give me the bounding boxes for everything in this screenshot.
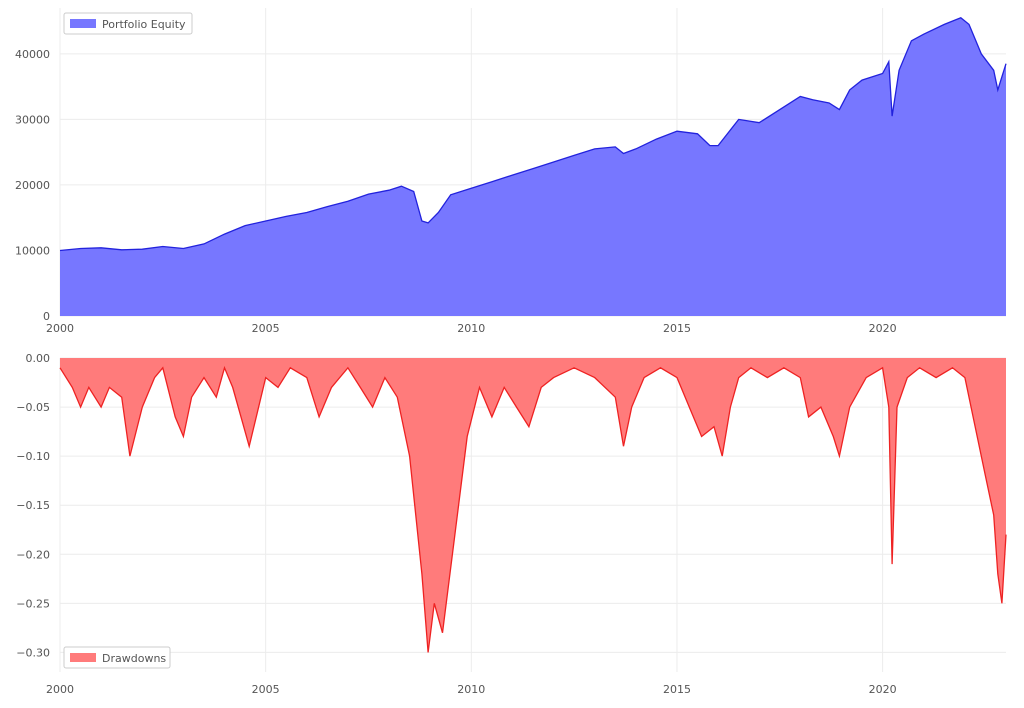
equity-legend-label: Portfolio Equity [102, 18, 186, 31]
equity-y-tick-label: 30000 [15, 113, 50, 126]
equity-x-tick-label: 2015 [663, 322, 691, 335]
portfolio-equity-chart: 2000 2005 2010 2015 2020 0 10000 20000 30000 400… [15, 8, 1007, 335]
equity-x-tick-label: 2000 [46, 322, 74, 335]
drawdown-x-tick-label: 2010 [457, 683, 485, 696]
equity-y-tick-label: 10000 [15, 244, 50, 257]
drawdowns-chart: 2000 2005 2010 2015 2020 0.00 −0.05 −0.10 −0.15… [16, 352, 1007, 696]
equity-y-tick-label: 20000 [15, 179, 50, 192]
drawdown-y-tick-label: −0.15 [16, 499, 50, 512]
drawdown-legend-label: Drawdowns [102, 652, 166, 665]
drawdown-y-tick-label: 0.00 [26, 352, 51, 365]
drawdown-x-ticks: 2000 2005 2010 2015 2020 [46, 683, 897, 696]
equity-legend-box [63, 12, 193, 35]
drawdown-y-tick-label: −0.10 [16, 450, 50, 463]
drawdown-grid [59, 357, 1006, 672]
drawdown-y-tick-label: −0.30 [16, 646, 50, 659]
drawdown-x-tick-label: 2015 [663, 683, 691, 696]
equity-legend-swatch [70, 19, 96, 28]
equity-x-tick-label: 2010 [457, 322, 485, 335]
drawdown-legend-box [63, 646, 171, 669]
equity-y-tick-label: 40000 [15, 48, 50, 61]
drawdown-legend-swatch [70, 653, 96, 662]
equity-line [59, 17, 1007, 252]
drawdown-y-tick-label: −0.05 [16, 401, 50, 414]
drawdown-line [59, 365, 1007, 653]
equity-legend: Portfolio Equity [63, 12, 193, 35]
drawdown-y-tick-label: −0.25 [16, 597, 50, 610]
drawdown-legend: Drawdowns [63, 646, 171, 669]
equity-x-tick-label: 2005 [252, 322, 280, 335]
drawdown-x-tick-label: 2020 [869, 683, 897, 696]
equity-area [60, 17, 1006, 317]
equity-y-ticks: 0 10000 20000 30000 40000 [15, 48, 50, 323]
drawdown-y-ticks: 0.00 −0.05 −0.10 −0.15 −0.20 −0.25 −0.30 [16, 352, 50, 659]
drawdown-y-tick-label: −0.20 [16, 548, 50, 561]
equity-x-ticks: 2000 2005 2010 2015 2020 [46, 322, 897, 335]
drawdown-x-tick-label: 2005 [252, 683, 280, 696]
equity-y-tick-label: 0 [43, 310, 50, 323]
drawdown-x-tick-label: 2000 [46, 683, 74, 696]
equity-x-tick-label: 2020 [869, 322, 897, 335]
